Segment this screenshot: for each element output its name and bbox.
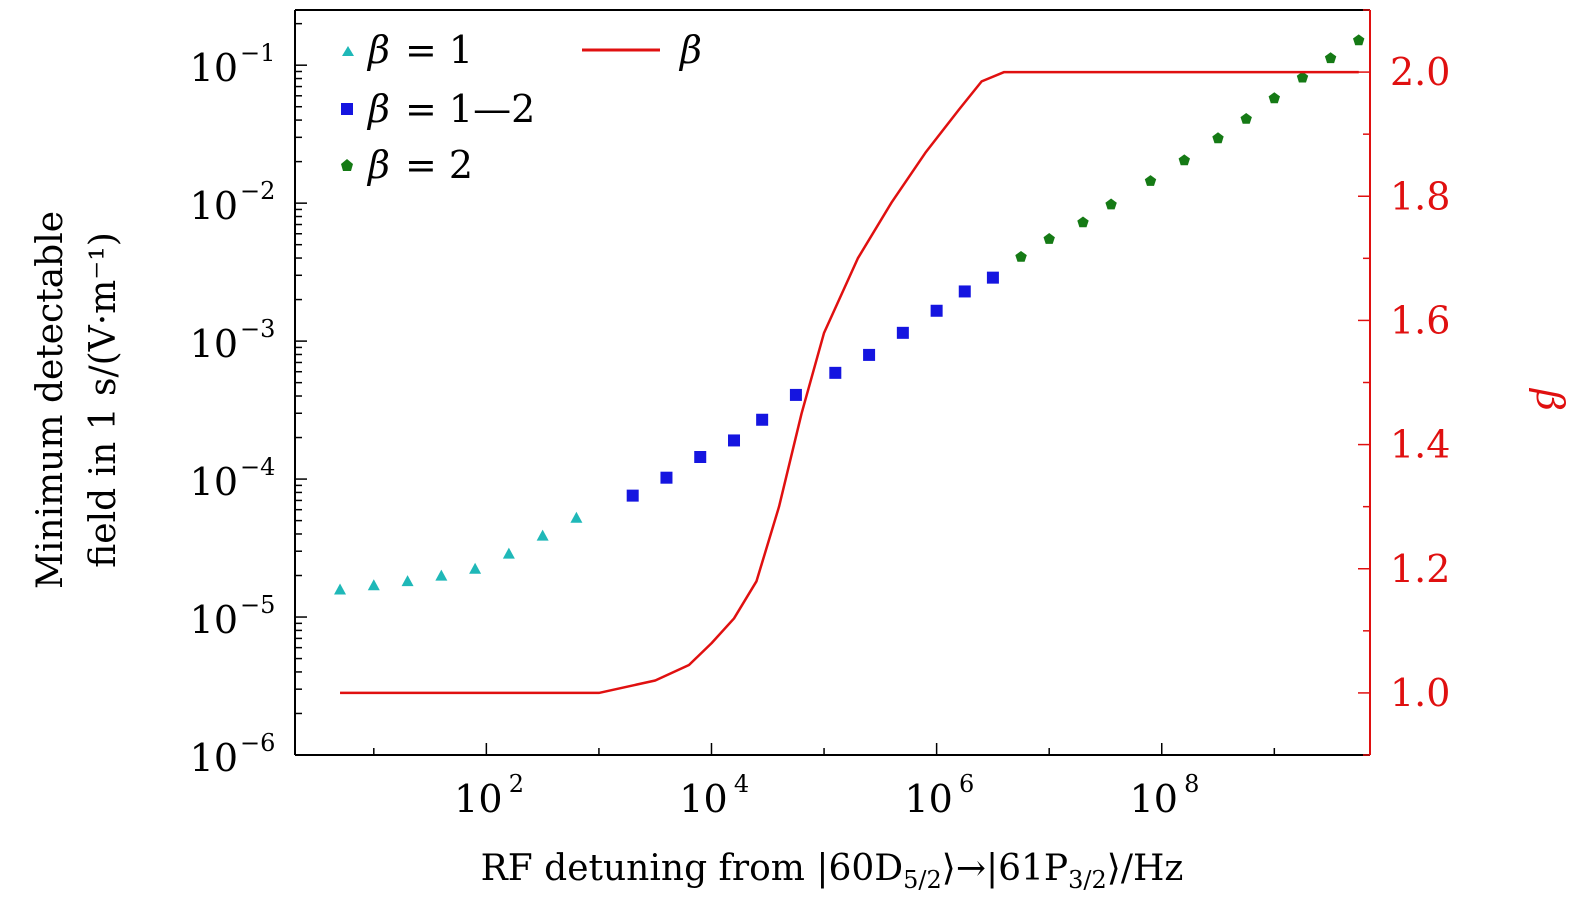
point-beta-2 <box>1240 113 1252 124</box>
point-beta-1-2 <box>930 304 943 317</box>
x-axis-title: RF detuning from |60D5/2⟩→|61P3/2⟩/Hz <box>481 848 1184 894</box>
legend-entry-beta-1-2: β = 1—2 <box>341 87 535 131</box>
point-beta-1 <box>367 579 380 591</box>
y-right-tick-label: 1.6 <box>1390 298 1450 342</box>
x-title-prefix: RF detuning from |60D <box>481 848 904 889</box>
point-beta-1 <box>536 529 549 541</box>
x-title-sub2: 3/2 <box>1068 866 1107 894</box>
point-beta-2 <box>1015 251 1027 262</box>
point-beta-1 <box>502 547 515 559</box>
point-beta-1-2 <box>789 388 802 401</box>
legend-beta-2-rhs: = 2 <box>405 143 473 187</box>
legend-marker-square <box>341 103 353 115</box>
legend-marker-triangle <box>342 46 354 56</box>
y-right-tick-label: 1.0 <box>1390 671 1450 715</box>
y-left-axis-title: Minimum detectable field in 1 s/(V·m⁻¹) <box>30 211 124 589</box>
y-left-tick-label: 10 <box>190 460 238 504</box>
y-right-tick-label: 1.4 <box>1390 423 1450 467</box>
legend-beta-1-lhs: β <box>366 28 390 72</box>
legend-entry-beta-2: β = 2 <box>341 143 473 187</box>
y-left-tick-exponent: −1 <box>240 39 275 67</box>
point-beta-1-2 <box>958 285 971 298</box>
y-left-tick-label: 10 <box>190 184 238 228</box>
legend-marker-pentagon <box>341 159 353 171</box>
legend-beta-2-lhs: β <box>366 143 390 187</box>
point-beta-2 <box>1043 233 1055 244</box>
legend-beta-1-2-rhs: = 1—2 <box>405 87 535 131</box>
point-beta-1 <box>334 583 347 595</box>
x-axis-ticks: 10 2 10 4 10 6 10 8 <box>373 743 1276 821</box>
y-left-tick-label: 10 <box>190 598 238 642</box>
point-beta-2 <box>1077 216 1089 228</box>
x-tick-label: 10 <box>904 777 952 821</box>
y-left-axis-ticks: 10−110−210−310−410−510−6 <box>190 22 307 780</box>
y-left-title-line-1: Minimum detectable <box>30 211 71 589</box>
point-beta-1-2 <box>986 271 999 284</box>
point-beta-2 <box>1105 198 1117 210</box>
point-beta-1 <box>469 562 482 574</box>
x-tick-label: 10 <box>679 777 727 821</box>
point-beta-1 <box>570 511 583 523</box>
point-beta-2 <box>1324 52 1337 64</box>
point-beta-2 <box>1178 154 1190 166</box>
y-left-tick-exponent: −3 <box>240 315 275 343</box>
legend-entry-beta-line: β <box>582 28 702 72</box>
point-beta-1 <box>401 575 414 587</box>
x-tick-exponent: 4 <box>734 770 749 798</box>
x-title-mid: ⟩→|61P <box>942 848 1068 889</box>
point-beta-2 <box>1296 71 1309 83</box>
y-left-tick-exponent: −2 <box>240 177 275 205</box>
point-beta-1-2 <box>829 366 842 379</box>
point-beta-1-2 <box>896 326 909 339</box>
y-left-tick-exponent: −4 <box>240 453 275 481</box>
x-tick-label: 10 <box>1130 777 1178 821</box>
x-tick-exponent: 8 <box>1184 770 1199 798</box>
point-beta-1-2 <box>756 413 769 426</box>
y-right-tick-label: 2.0 <box>1390 50 1450 94</box>
y-left-tick-exponent: −6 <box>240 729 275 757</box>
x-tick-exponent: 2 <box>509 770 524 798</box>
y-left-tick-label: 10 <box>190 736 238 780</box>
x-title-suffix: ⟩/Hz <box>1107 848 1184 889</box>
x-tick-exponent: 6 <box>959 770 974 798</box>
point-beta-2 <box>1144 175 1157 186</box>
beta-curve <box>340 70 1359 695</box>
legend-entry-beta-1: β = 1 <box>342 28 473 72</box>
y-right-tick-label: 1.8 <box>1390 174 1450 218</box>
series-layer <box>334 34 1365 695</box>
y-left-tick-label: 10 <box>190 322 238 366</box>
y-right-tick-label: 1.2 <box>1390 547 1450 591</box>
y-right-axis-ticks: 1.0 1.2 1.4 1.6 1.8 2.0 <box>1358 9 1450 756</box>
y-right-axis-title: β <box>1528 387 1572 411</box>
point-beta-1 <box>435 569 448 581</box>
legend-beta-line-label: β <box>678 28 702 72</box>
point-beta-1-2 <box>694 451 707 463</box>
legend: β = 1 β = 1—2 β = 2 β <box>341 28 702 187</box>
point-beta-1-2 <box>626 489 639 502</box>
y-left-title-line-2: field in 1 s/(V·m⁻¹) <box>83 232 124 568</box>
point-beta-1-2 <box>863 348 876 361</box>
point-beta-2 <box>1212 132 1224 144</box>
y-left-tick-exponent: −5 <box>240 591 275 619</box>
point-beta-1-2 <box>728 434 741 447</box>
point-beta-1-2 <box>660 471 673 484</box>
legend-beta-1-rhs: = 1 <box>405 28 473 72</box>
point-beta-2 <box>1353 34 1365 46</box>
x-tick-label: 10 <box>454 777 502 821</box>
legend-beta-1-2-lhs: β <box>366 87 390 131</box>
y-left-tick-label: 10 <box>190 46 238 90</box>
x-title-sub1: 5/2 <box>903 866 942 894</box>
point-beta-2 <box>1268 92 1280 104</box>
